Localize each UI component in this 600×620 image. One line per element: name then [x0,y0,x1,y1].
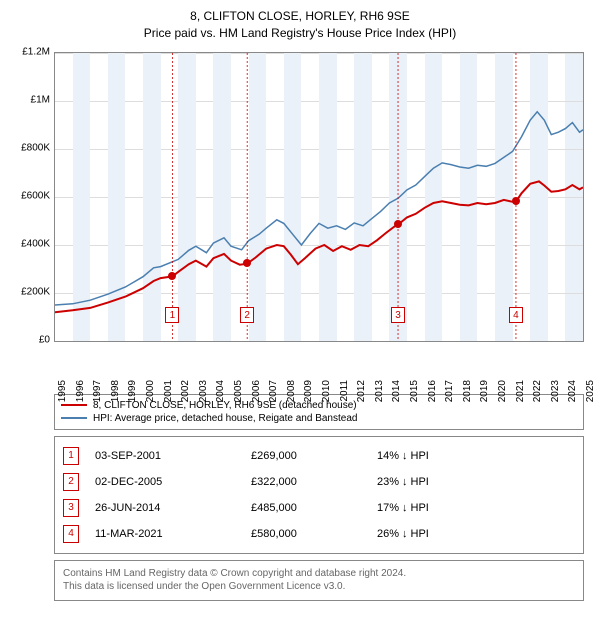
y-axis-tick-label: £0 [10,334,50,345]
x-axis-tick-label: 2014 [391,380,402,402]
legend-swatch-hpi [61,417,87,419]
sale-marker-2: 2 [240,307,254,323]
event-row: 1 03-SEP-2001 £269,000 14%↓HPI [63,443,575,469]
event-price: £322,000 [251,476,361,488]
sale-marker-3: 3 [391,307,405,323]
x-axis-tick-label: 2011 [339,380,350,402]
y-axis-tick-label: £800K [10,142,50,153]
sale-marker-1: 1 [165,307,179,323]
chart-area: 1 2 3 4 £0 £200K £400K £600K £800K £1M £1.2M 1995… [10,48,590,388]
event-row: 4 11-MAR-2021 £580,000 26%↓HPI [63,521,575,547]
line-layer [55,53,583,341]
x-axis-tick-label: 2013 [374,380,385,402]
footer-line1: Contains HM Land Registry data © Crown c… [63,567,575,581]
x-axis-tick-label: 2002 [180,380,191,402]
x-axis-tick-label: 2016 [427,380,438,402]
event-marker-1: 1 [63,447,79,465]
legend-label-hpi: HPI: Average price, detached house, Reig… [93,413,357,424]
y-axis-tick-label: £600K [10,190,50,201]
x-axis-tick-label: 2010 [321,380,332,402]
y-axis-tick-label: £1M [10,94,50,105]
event-marker-4: 4 [63,525,79,543]
event-price: £580,000 [251,528,361,540]
x-axis-tick-label: 2006 [251,380,262,402]
event-date: 26-JUN-2014 [95,502,235,514]
plot-region: 1 2 3 4 [54,52,584,342]
x-axis-tick-label: 2012 [356,380,367,402]
event-price: £485,000 [251,502,361,514]
x-axis-tick-label: 1998 [110,380,121,402]
x-axis-tick-label: 2008 [286,380,297,402]
event-delta: 17%↓HPI [377,502,575,514]
event-marker-3: 3 [63,499,79,517]
chart-subtitle: Price paid vs. HM Land Registry's House … [10,25,590,42]
x-axis-tick-label: 1997 [92,380,103,402]
x-axis-tick-label: 2015 [409,380,420,402]
chart-title-address: 8, CLIFTON CLOSE, HORLEY, RH6 9SE [10,8,590,25]
y-axis-tick-label: £400K [10,238,50,249]
x-axis-tick-label: 1999 [127,380,138,402]
y-axis-tick-label: £1.2M [10,46,50,57]
legend-row: HPI: Average price, detached house, Reig… [61,412,577,425]
y-axis-tick-label: £200K [10,286,50,297]
x-axis-labels: 1995199619971998199920002001200220032004… [54,346,584,386]
event-delta: 23%↓HPI [377,476,575,488]
x-axis-tick-label: 2020 [497,380,508,402]
figure: 8, CLIFTON CLOSE, HORLEY, RH6 9SE Price … [0,0,600,611]
footer-box: Contains HM Land Registry data © Crown c… [54,560,584,601]
x-axis-tick-label: 2021 [515,380,526,402]
x-axis-tick-label: 2004 [215,380,226,402]
x-axis-tick-label: 2023 [550,380,561,402]
x-axis-tick-label: 2024 [567,380,578,402]
x-axis-tick-label: 2005 [233,380,244,402]
event-marker-2: 2 [63,473,79,491]
x-axis-tick-label: 2009 [303,380,314,402]
x-axis-tick-label: 2019 [479,380,490,402]
x-axis-tick-label: 2017 [444,380,455,402]
x-axis-tick-label: 2018 [462,380,473,402]
event-price: £269,000 [251,450,361,462]
x-axis-tick-label: 1995 [57,380,68,402]
event-date: 02-DEC-2005 [95,476,235,488]
event-date: 11-MAR-2021 [95,528,235,540]
events-table: 1 03-SEP-2001 £269,000 14%↓HPI 2 02-DEC-2005 £… [54,436,584,554]
footer-line2: This data is licensed under the Open Gov… [63,580,575,594]
event-row: 2 02-DEC-2005 £322,000 23%↓HPI [63,469,575,495]
event-row: 3 26-JUN-2014 £485,000 17%↓HPI [63,495,575,521]
x-axis-tick-label: 2001 [163,380,174,402]
x-axis-tick-label: 2025 [585,380,596,402]
x-axis-tick-label: 2007 [268,380,279,402]
legend-swatch-price [61,404,87,406]
event-date: 03-SEP-2001 [95,450,235,462]
event-delta: 14%↓HPI [377,450,575,462]
sale-marker-4: 4 [509,307,523,323]
x-axis-tick-label: 1996 [75,380,86,402]
x-axis-tick-label: 2000 [145,380,156,402]
event-delta: 26%↓HPI [377,528,575,540]
x-axis-tick-label: 2022 [532,380,543,402]
x-axis-tick-label: 2003 [198,380,209,402]
